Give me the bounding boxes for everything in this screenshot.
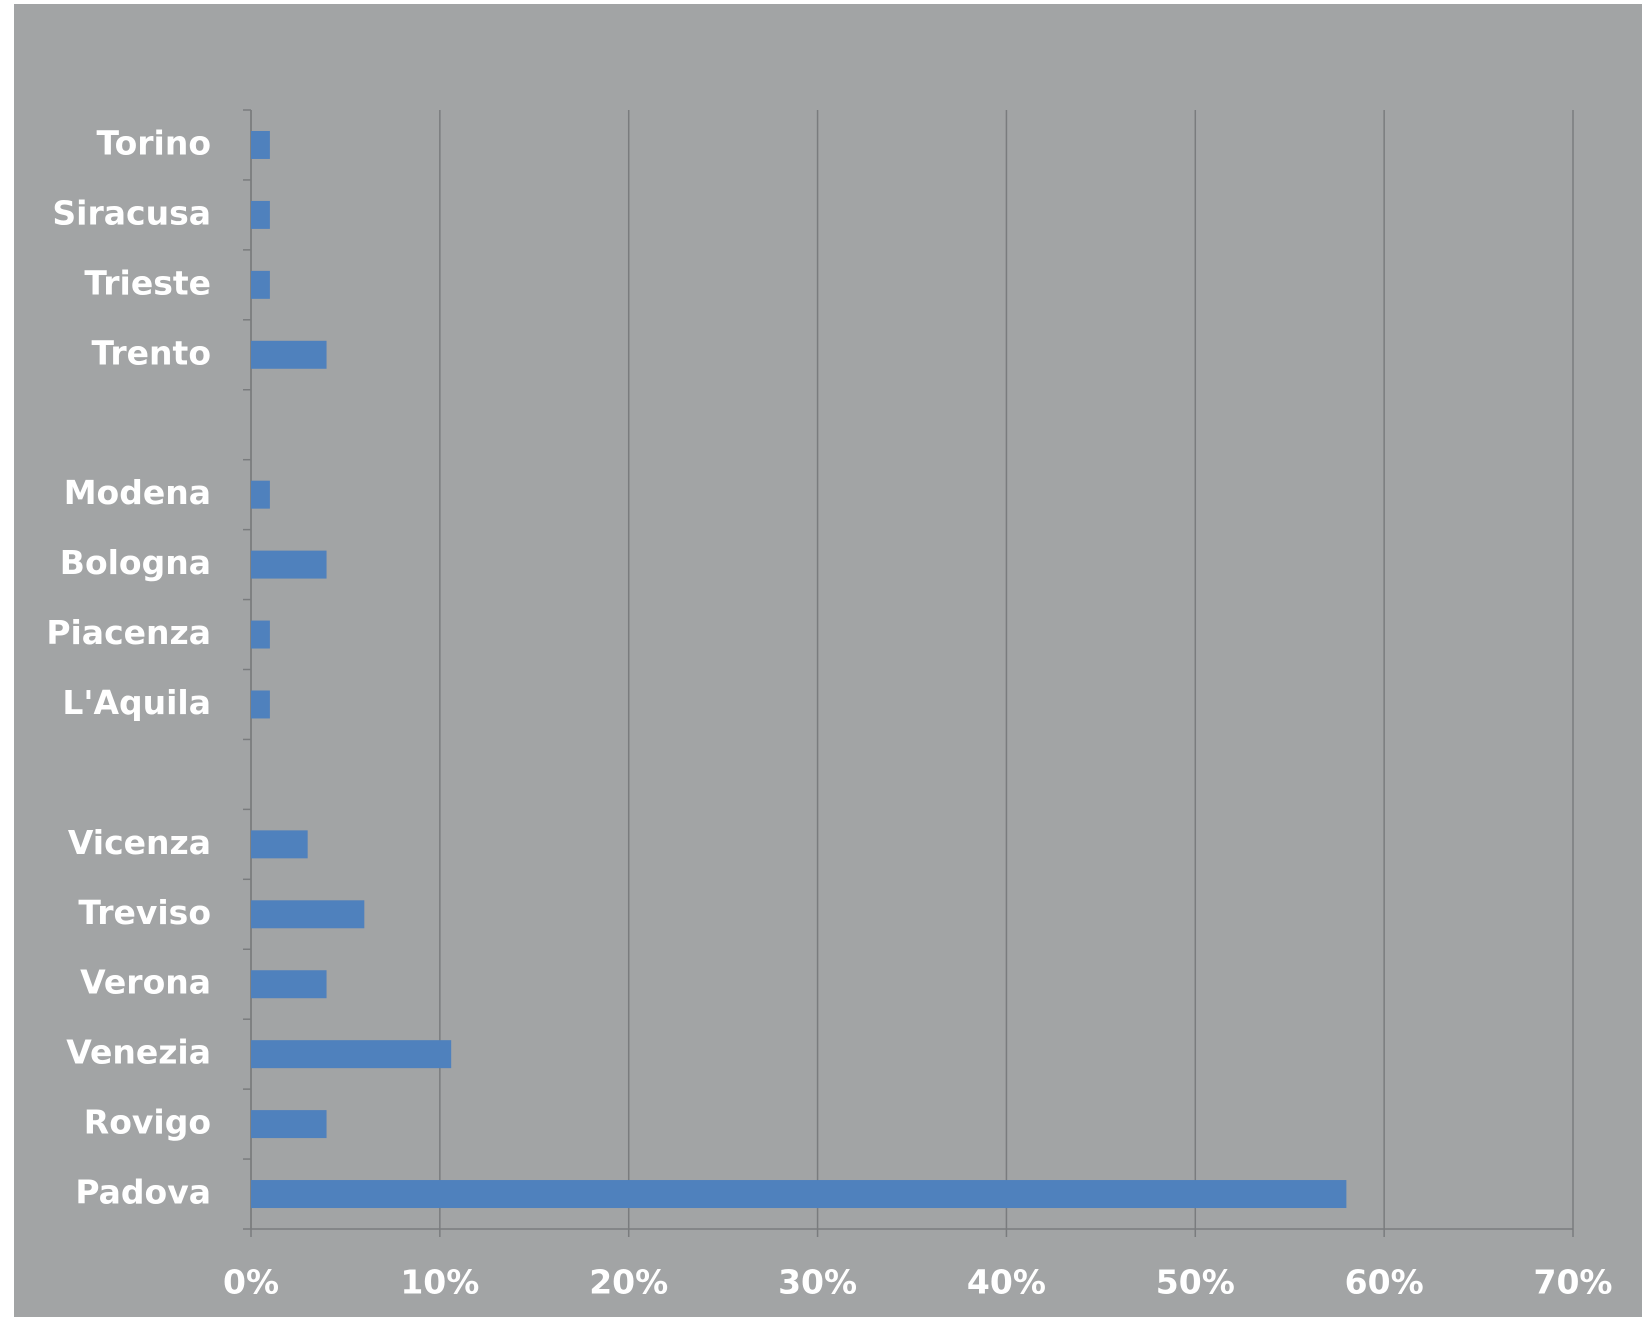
bar: [251, 690, 270, 718]
y-tick-label: Trieste: [84, 263, 211, 302]
y-tick-label: Modena: [64, 473, 211, 512]
x-tick-label: 70%: [1534, 1263, 1613, 1302]
y-tick-label: Padova: [75, 1173, 211, 1212]
x-tick-label: 40%: [967, 1263, 1046, 1302]
y-tick-label: L'Aquila: [62, 683, 211, 722]
y-tick-label: Venezia: [66, 1033, 211, 1072]
bar: [251, 1110, 327, 1138]
y-tick-label: Trento: [92, 333, 211, 372]
bar: [251, 830, 308, 858]
y-tick-label: Torino: [96, 123, 211, 162]
x-tick-label: 0%: [223, 1263, 279, 1302]
bar: [251, 1180, 1346, 1208]
bar: [251, 201, 270, 229]
bar: [251, 900, 364, 928]
y-tick-label: Bologna: [60, 543, 211, 582]
x-tick-label: 30%: [778, 1263, 857, 1302]
x-tick-label: 10%: [400, 1263, 479, 1302]
x-tick-label: 20%: [589, 1263, 668, 1302]
bar: [251, 621, 270, 649]
chart: 0% 10% 20% 30% 40% 50% 60% 70% Torino Siracusa Tri…: [0, 0, 1642, 1317]
bar: [251, 131, 270, 159]
x-tick-label: 60%: [1345, 1263, 1424, 1302]
bar: [251, 970, 327, 998]
y-tick-label: Vicenza: [68, 823, 211, 862]
y-tick-label: Piacenza: [46, 613, 211, 652]
bar: [251, 271, 270, 299]
x-tick-label: 50%: [1156, 1263, 1235, 1302]
y-tick-label: Rovigo: [84, 1103, 211, 1142]
y-tick-label: Verona: [80, 963, 211, 1002]
bar: [251, 551, 327, 579]
bar: [251, 481, 270, 509]
y-tick-label: Siracusa: [52, 193, 211, 232]
y-tick-label: Treviso: [78, 893, 211, 932]
bar: [251, 1040, 451, 1068]
bar: [251, 341, 327, 369]
